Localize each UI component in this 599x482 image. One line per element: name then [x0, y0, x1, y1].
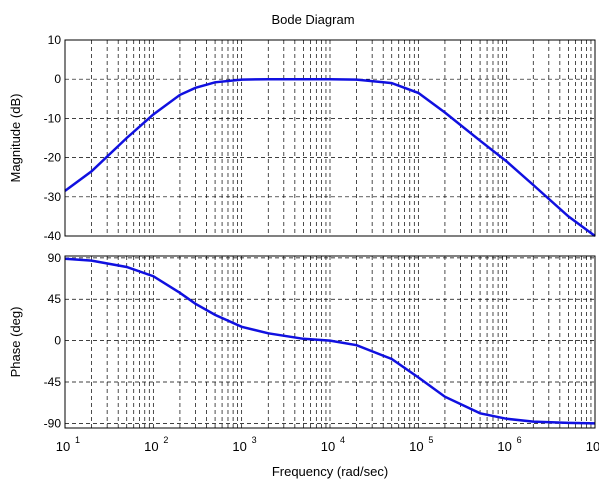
magnitude-y-tick-label: 0: [54, 72, 61, 86]
phase-axes-box: [64, 255, 596, 429]
frequency-x-ticks: 101102103104105106107: [56, 435, 599, 454]
magnitude-y-tick-label: -10: [44, 111, 62, 125]
phase-series-line: [64, 257, 596, 425]
phase-y-tick-label: 45: [48, 292, 62, 306]
x-tick-label: 10: [232, 439, 246, 454]
magnitude-series-line: [64, 77, 596, 238]
chart-title: Bode Diagram: [271, 12, 354, 27]
x-tick-label: 10: [497, 439, 511, 454]
magnitude-y-tick-label: -40: [44, 229, 62, 243]
x-tick-exponent: 6: [517, 435, 522, 445]
magnitude-axes-box: [64, 39, 596, 237]
x-tick-exponent: 2: [163, 435, 168, 445]
x-tick-label: 10: [56, 439, 70, 454]
x-tick-exponent: 4: [340, 435, 345, 445]
phase-y-ticks: 90 45 0 -45 -90: [44, 251, 62, 431]
x-tick-label: 10: [586, 439, 599, 454]
x-tick-label: 10: [321, 439, 335, 454]
phase-y-tick-label: -90: [44, 416, 62, 430]
phase-y-tick-label: 90: [48, 251, 62, 265]
magnitude-y-tick-label: -30: [44, 190, 62, 204]
phase-y-tick-label: -45: [44, 375, 62, 389]
magnitude-y-tick-label: 10: [48, 33, 62, 47]
magnitude-y-label: Magnitude (dB): [8, 94, 23, 183]
magnitude-y-ticks: 10 0 -10 -20 -30 -40: [44, 33, 62, 243]
x-tick-label: 10: [409, 439, 423, 454]
frequency-x-label: Frequency (rad/sec): [272, 464, 388, 479]
x-tick-exponent: 5: [428, 435, 433, 445]
magnitude-y-tick-label: -20: [44, 151, 62, 165]
phase-grid: [65, 256, 595, 428]
x-tick-label: 10: [144, 439, 158, 454]
x-tick-exponent: 3: [252, 435, 257, 445]
x-tick-exponent: 1: [75, 435, 80, 445]
phase-y-tick-label: 0: [54, 334, 61, 348]
phase-y-label: Phase (deg): [8, 307, 23, 378]
magnitude-plot: 10 0 -10 -20 -30 -40 Magnitude (dB): [8, 33, 596, 243]
